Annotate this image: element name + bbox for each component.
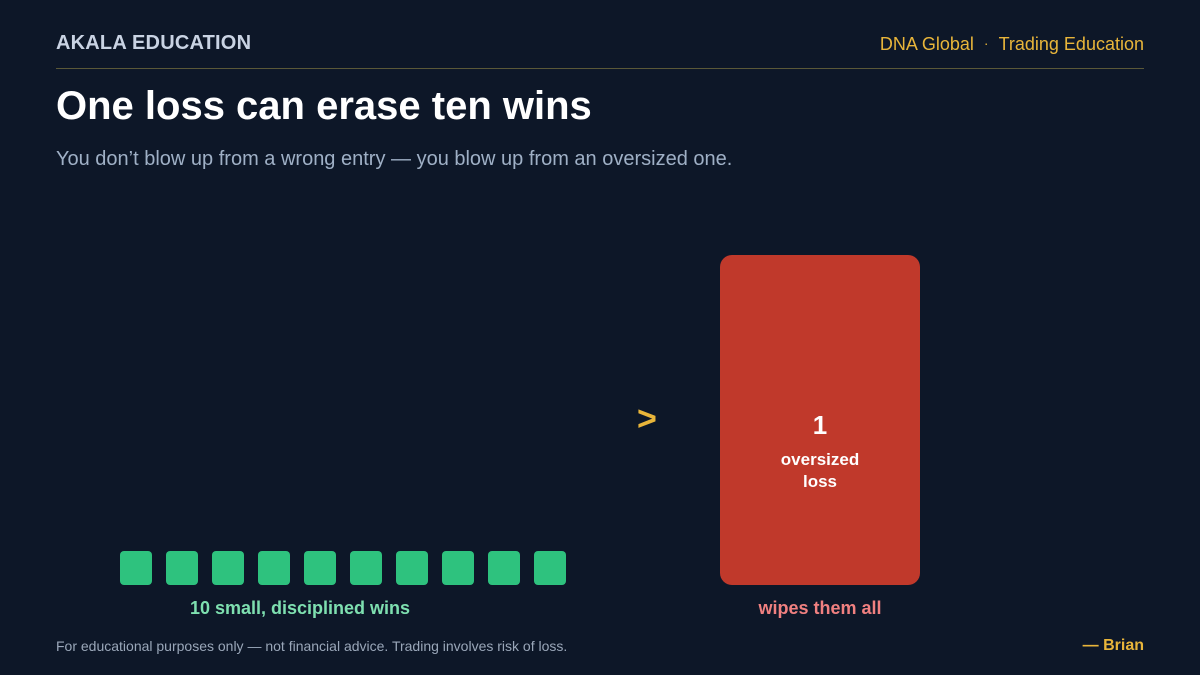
loss-label: wipes them all (758, 598, 882, 618)
page-title: One loss can erase ten wins (56, 84, 592, 128)
loss-text-line2: loss (802, 472, 838, 491)
separator-dot: · (983, 35, 989, 51)
win-square (442, 551, 474, 585)
win-square (350, 551, 382, 585)
win-square (212, 551, 244, 585)
header-right: DNA Global · Trading Education (880, 34, 1144, 55)
win-square (488, 551, 520, 585)
loss-box: 1 oversized loss (720, 255, 920, 585)
page-subtitle: You don’t blow up from a wrong entry — y… (56, 148, 733, 170)
wins-label: 10 small, disciplined wins (189, 598, 411, 618)
win-square (304, 551, 336, 585)
loss-text: oversized loss (720, 449, 920, 493)
win-square (534, 551, 566, 585)
signature: — Brian (1082, 637, 1144, 654)
org-name: DNA Global (879, 34, 974, 54)
win-square (396, 551, 428, 585)
win-square (166, 551, 198, 585)
greater-than-operator: > (637, 400, 657, 438)
disclaimer: For educational purposes only — not fina… (56, 638, 568, 654)
header: AKALA EDUCATION DNA Global · Trading Educa… (56, 30, 1144, 69)
loss-text-line1: oversized (780, 450, 860, 469)
wins-row (120, 551, 566, 585)
brand-name: AKALA EDUCATION (56, 32, 252, 54)
win-square (258, 551, 290, 585)
win-square (120, 551, 152, 585)
loss-count: 1 (812, 410, 828, 440)
tagline: Trading Education (998, 34, 1144, 54)
